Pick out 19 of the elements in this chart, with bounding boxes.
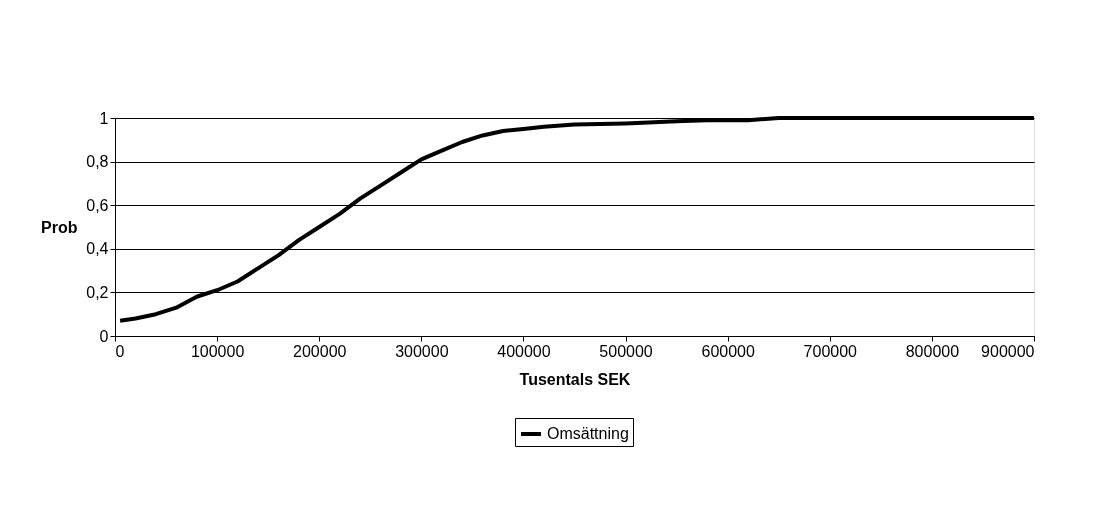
y-tick-label: 0,8	[86, 153, 109, 171]
x-axis-title: Tusentals SEK	[519, 370, 631, 388]
legend-label: Omsättning	[547, 425, 629, 442]
x-tick-label: 800000	[905, 342, 960, 360]
x-tick-label: 200000	[293, 342, 347, 360]
y-axis-title: Prob	[41, 218, 78, 236]
x-tick-label: 900000	[981, 342, 1035, 360]
x-tick-label: 0	[115, 342, 125, 360]
x-tick-label: 400000	[497, 342, 551, 360]
x-tick-label: 100000	[190, 342, 245, 360]
x-tick-label: 600000	[701, 342, 755, 360]
y-tick-label: 0,6	[86, 196, 109, 214]
y-tick-label: 1	[99, 109, 109, 127]
x-tick-label: 700000	[803, 342, 858, 360]
x-tick-label: 500000	[599, 342, 653, 360]
y-tick-label: 0	[99, 327, 109, 345]
y-tick-label: 0,2	[86, 283, 109, 301]
x-tick-label: 300000	[395, 342, 449, 360]
y-tick-label: 0,4	[86, 240, 109, 258]
